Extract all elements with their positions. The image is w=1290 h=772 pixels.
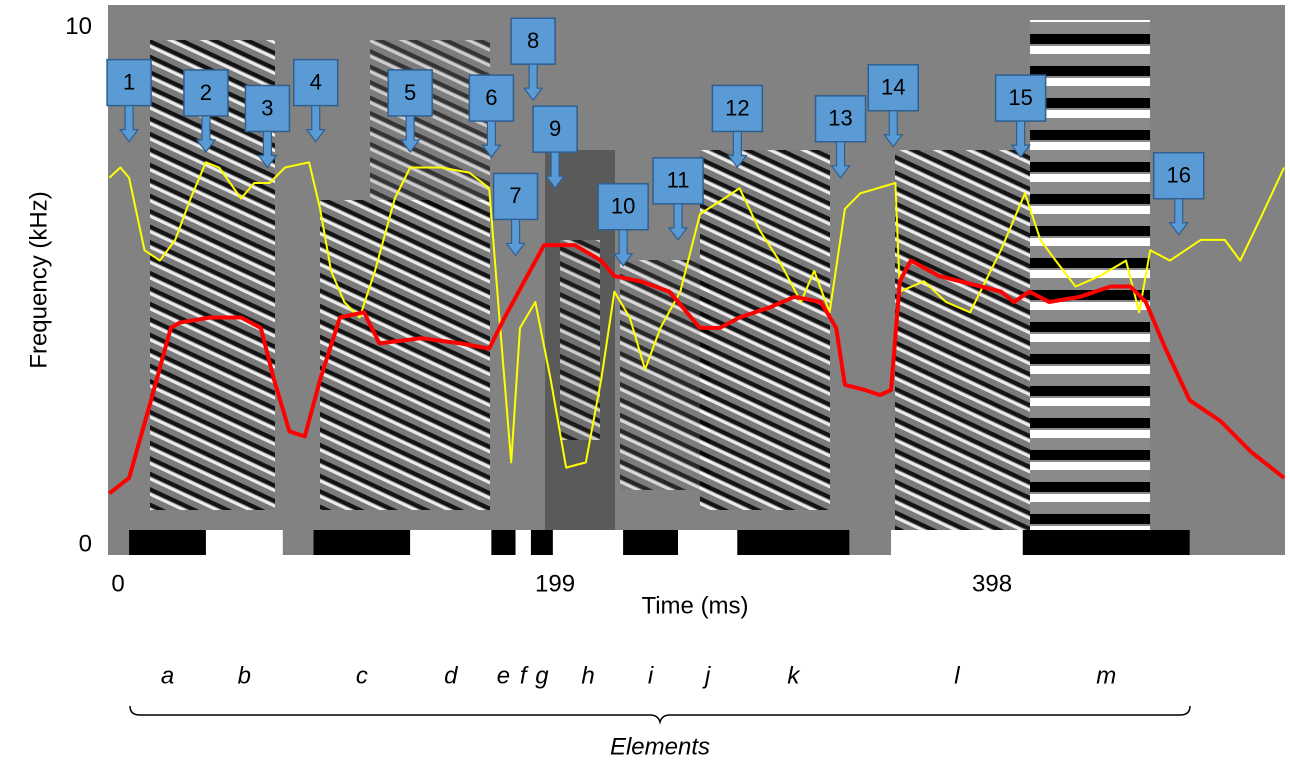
element-label: a	[161, 662, 174, 689]
callout-box	[468, 74, 515, 122]
callout: 3	[244, 84, 291, 169]
callout: 6	[468, 74, 515, 159]
callout-arrow	[612, 229, 634, 267]
element-label: c	[356, 662, 368, 689]
callout-box	[292, 58, 339, 107]
callout-box	[183, 69, 229, 117]
callout: 8	[510, 17, 556, 102]
callout: 11	[652, 157, 704, 241]
y-tick-label: 0	[79, 530, 92, 557]
callout-box	[814, 95, 867, 143]
callout-arrow	[1010, 120, 1031, 159]
callout-label: 11	[667, 168, 690, 193]
callout: 5	[387, 69, 433, 153]
element-label: g	[535, 662, 549, 689]
callout-box	[1152, 151, 1205, 200]
x-tick-label: 0	[111, 570, 124, 597]
callout-label: 7	[509, 183, 521, 208]
callout-box	[711, 84, 764, 133]
callout-label: 3	[261, 95, 273, 120]
callout-box	[597, 183, 649, 231]
element-bar	[678, 530, 738, 555]
x-axis-title: Time (ms)	[641, 592, 748, 619]
callout-box	[244, 84, 291, 133]
callout-arrow	[257, 130, 278, 169]
element-bar	[491, 530, 516, 555]
y-axis-title: Frequency (kHz)	[25, 191, 52, 368]
callout-arrow	[195, 115, 217, 153]
element-bar	[623, 530, 679, 555]
brace	[129, 705, 1191, 725]
element-bar	[205, 530, 283, 555]
element-bar	[129, 530, 206, 555]
element-bar	[552, 530, 624, 555]
callout-box	[652, 157, 704, 205]
callout: 7	[492, 172, 539, 257]
element-label: j	[702, 662, 711, 689]
callout-label: 5	[404, 80, 416, 105]
callout-arrow	[830, 141, 851, 179]
callout-label: 6	[485, 85, 497, 110]
element-label: m	[1096, 662, 1116, 689]
y-tick-label: 10	[65, 13, 92, 40]
callout: 16	[1152, 151, 1205, 236]
element-label: f	[520, 662, 529, 689]
trace-line	[108, 161, 1286, 469]
element-bar	[515, 530, 531, 555]
element-label: h	[581, 662, 594, 689]
callout: 12	[711, 84, 764, 169]
element-label: d	[444, 662, 458, 689]
callout-box	[492, 172, 539, 221]
callout-label: 10	[611, 194, 635, 219]
callout-box	[867, 64, 920, 112]
callout-arrow	[505, 218, 526, 257]
elements-title: Elements	[610, 733, 710, 760]
element-label: e	[497, 662, 510, 689]
plot-area	[108, 161, 1286, 555]
callout-label: 1	[123, 69, 135, 94]
callout-label: 9	[549, 116, 561, 141]
callout: 13	[814, 95, 867, 179]
element-label: k	[787, 662, 801, 689]
callout: 4	[292, 58, 339, 143]
callout-label: 4	[310, 69, 322, 94]
element-label: b	[238, 662, 251, 689]
callout: 15	[994, 74, 1047, 159]
callout-arrow	[1168, 198, 1189, 236]
callout: 9	[532, 105, 578, 190]
callout-label: 13	[828, 106, 852, 131]
element-bar	[530, 530, 553, 555]
callout: 14	[867, 64, 920, 148]
callout-label: 8	[527, 28, 539, 53]
callout-label: 15	[1008, 85, 1032, 110]
element-bar	[313, 530, 411, 555]
callout-arrow	[522, 63, 544, 102]
callout-label: 2	[200, 80, 212, 105]
callout-arrow	[883, 110, 904, 148]
callout-arrow	[481, 120, 502, 159]
callout-arrow	[305, 104, 326, 143]
callout-arrow	[667, 203, 689, 241]
element-label: l	[954, 662, 960, 689]
x-tick-label: 199	[535, 570, 575, 597]
element-bar	[410, 530, 492, 555]
x-tick-label: 398	[972, 570, 1012, 597]
callout: 10	[597, 183, 649, 267]
callout-label: 14	[881, 75, 905, 100]
callout: 2	[183, 69, 229, 153]
callout-arrow	[727, 130, 748, 169]
callout-arrow	[544, 151, 566, 190]
element-bar	[737, 530, 850, 555]
callout-arrow	[118, 104, 140, 143]
callout-box	[532, 105, 578, 153]
element-bar	[1022, 530, 1190, 555]
element-bar	[891, 530, 1023, 555]
callout-label: 16	[1166, 163, 1190, 188]
callout-label: 12	[725, 95, 749, 120]
callout: 1	[106, 58, 152, 143]
trace-line	[108, 243, 1286, 495]
element-label: i	[648, 662, 654, 689]
callout-arrow	[399, 115, 421, 153]
